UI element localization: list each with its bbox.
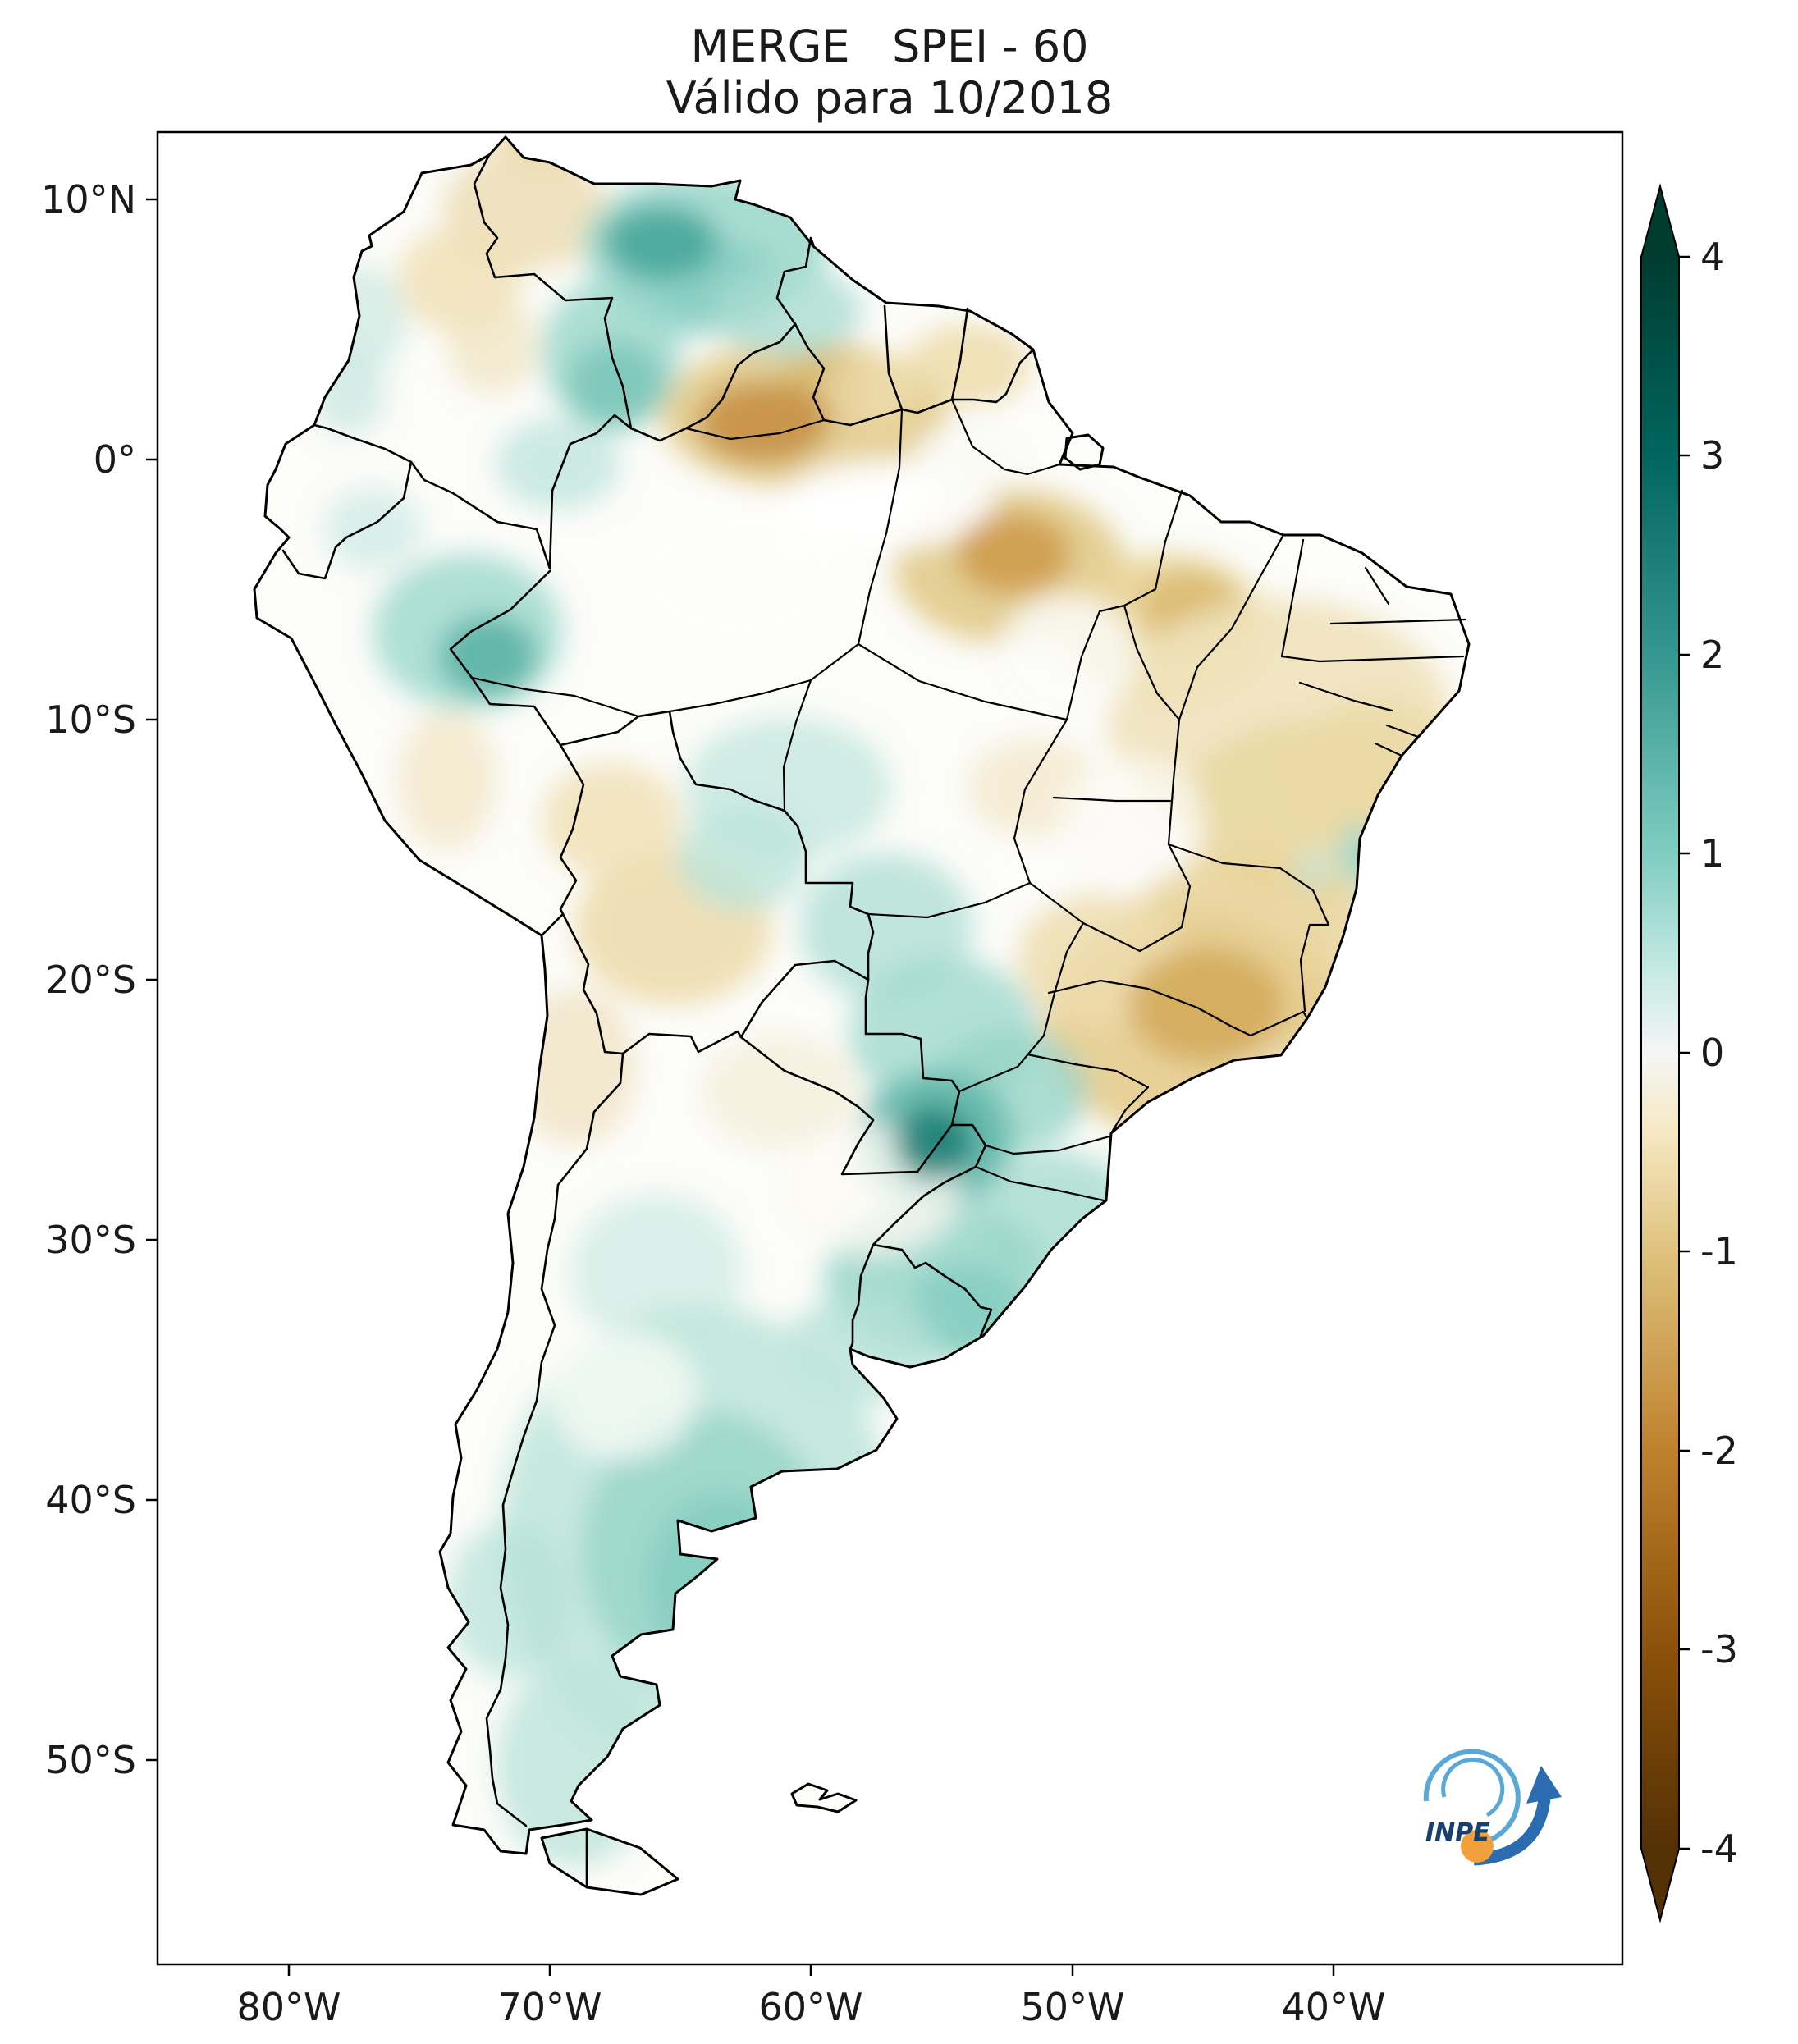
colorbar-gradient [1641, 257, 1679, 1849]
colorbar-tick-label: 4 [1700, 235, 1724, 279]
y-tick-label: 10°N [41, 177, 136, 222]
colorbar-ticks [1679, 255, 1690, 1850]
logo-swirl-inner [1441, 1757, 1505, 1818]
colorbar-top-arrow [1641, 186, 1679, 257]
y-tick-label: 20°S [45, 958, 136, 1002]
x-tick-label: 40°W [1281, 1985, 1385, 2029]
colorbar-labels: 4 3 2 1 0 -1 -2 -3 -4 [1700, 235, 1738, 1871]
falkland-islands [790, 1782, 858, 1813]
colorbar-tick-label: 0 [1700, 1031, 1724, 1075]
x-axis-labels: 80°W 70°W 60°W 50°W 40°W [236, 1985, 1385, 2029]
y-tick-label: 30°S [45, 1218, 136, 1262]
marajo-island [1064, 433, 1105, 471]
colorbar-tick-label: 3 [1700, 433, 1724, 478]
anomaly-cores [439, 205, 1284, 1180]
inpe-logo: INPE [1423, 1749, 1562, 1866]
figure-title-line1: MERGE SPEI - 60 [690, 21, 1088, 72]
tierra-del-fuego-island [540, 1827, 679, 1896]
x-axis-ticks [287, 1964, 1335, 1976]
colorbar-tick-label: -2 [1700, 1429, 1738, 1473]
y-tick-label: 0° [94, 437, 136, 482]
colorbar-tick-label: -4 [1700, 1827, 1738, 1871]
colorbar-tick-label: -3 [1700, 1627, 1738, 1671]
x-tick-label: 80°W [236, 1985, 341, 2029]
y-tick-label: 10°S [45, 697, 136, 742]
logo-text: INPE [1425, 1818, 1490, 1847]
state-borders [470, 398, 1467, 1202]
logo-orange-dot [1461, 1830, 1494, 1863]
colorbar-tick-label: -1 [1700, 1229, 1738, 1273]
colorbar: 4 3 2 1 0 -1 -2 -3 -4 [1640, 183, 1738, 1923]
x-tick-label: 60°W [758, 1985, 862, 2029]
y-tick-label: 40°S [45, 1478, 136, 1522]
coastline [253, 135, 1471, 1896]
y-tick-label: 50°S [45, 1738, 136, 1782]
logo-swirl-outer [1423, 1749, 1521, 1842]
colorbar-tick-label: 1 [1700, 831, 1724, 876]
x-tick-label: 50°W [1020, 1985, 1124, 2029]
figure-title-line2: Válido para 10/2018 [666, 72, 1113, 124]
x-tick-label: 70°W [497, 1985, 602, 2029]
logo-arrow-head [1526, 1766, 1562, 1804]
y-axis-labels: 10°N 0° 10°S 20°S 30°S 40°S 50°S [41, 177, 136, 1782]
y-axis-ticks [146, 198, 158, 1762]
colorbar-tick-label: 2 [1700, 633, 1724, 677]
colorbar-bottom-arrow [1641, 1849, 1679, 1920]
